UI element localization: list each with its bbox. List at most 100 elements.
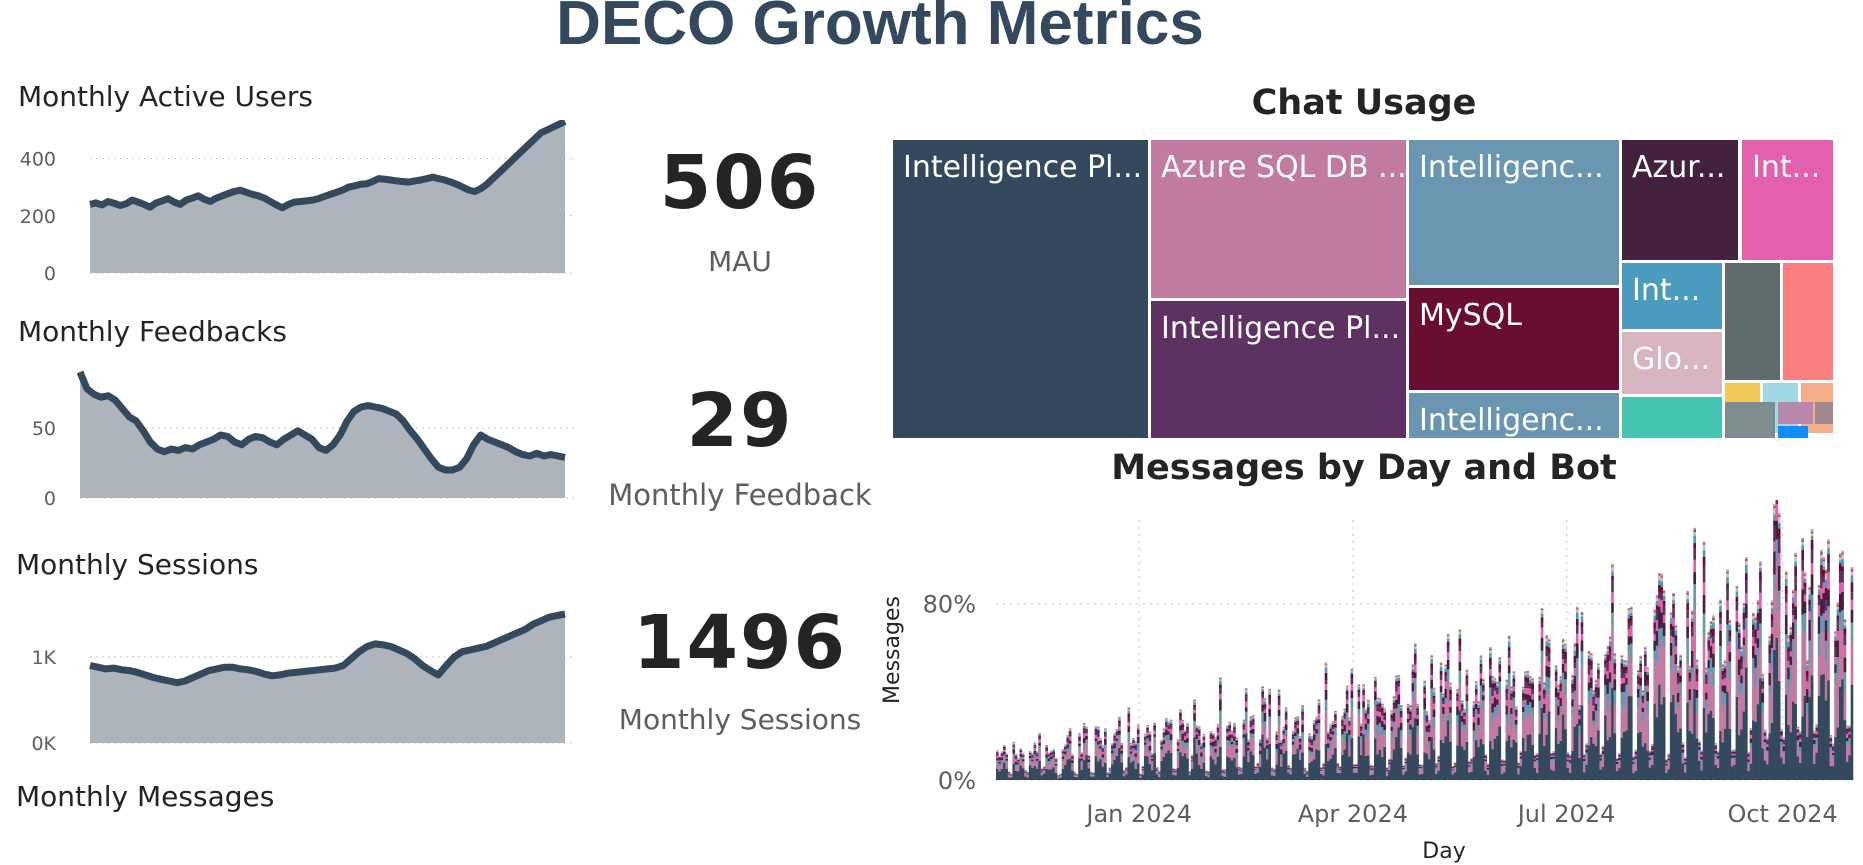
- bar-segment: [1528, 695, 1532, 703]
- bar-segment: [1261, 723, 1264, 735]
- bar-segment: [1263, 699, 1267, 700]
- bar-segment: [1667, 763, 1671, 770]
- treemap-tile[interactable]: Azur...: [1622, 140, 1738, 260]
- bar-segment: [1845, 726, 1849, 728]
- bar-segment: [1479, 657, 1483, 660]
- bar-segment: [1601, 766, 1605, 780]
- bar-segment: [1681, 749, 1685, 753]
- bar-segment: [1263, 709, 1267, 713]
- bar-segment: [1533, 755, 1537, 757]
- bar-segment: [1106, 773, 1109, 774]
- bar-segment: [1226, 727, 1229, 729]
- treemap-tile[interactable]: Azure SQL DB ...: [1151, 140, 1406, 298]
- bar-segment: [1622, 661, 1626, 662]
- treemap-tile[interactable]: Glo...: [1622, 332, 1722, 394]
- treemap-tile[interactable]: MySQL: [1409, 288, 1619, 390]
- treemap-tile-small[interactable]: [1783, 263, 1833, 380]
- bar-segment: [1301, 724, 1304, 733]
- bar-segment: [1524, 671, 1527, 673]
- bar-segment: [1003, 762, 1006, 780]
- bar-segment: [1817, 695, 1821, 780]
- bar-segment: [1193, 726, 1196, 738]
- bar-segment: [1510, 688, 1513, 691]
- bar-segment: [1233, 725, 1236, 728]
- bar-segment: [1705, 668, 1708, 670]
- bar-segment: [1068, 759, 1072, 780]
- bar-segment: [1700, 752, 1704, 754]
- bar-segment: [1359, 728, 1363, 731]
- bar-segment: [1651, 764, 1654, 780]
- bar-segment: [1726, 691, 1729, 780]
- bar-segment: [1744, 617, 1748, 631]
- treemap-tile[interactable]: Intelligence Pl...: [893, 140, 1148, 438]
- bar-segment: [1653, 611, 1657, 613]
- bar-segment: [1632, 765, 1635, 774]
- treemap-tile-small[interactable]: [1725, 402, 1775, 438]
- bar-segment: [1357, 685, 1361, 688]
- bar-segment: [1458, 629, 1462, 631]
- bar-segment: [1564, 663, 1567, 672]
- bar-segment: [1000, 754, 1004, 757]
- mau-kpi-label: MAU: [708, 245, 772, 278]
- bar-segment: [1690, 667, 1694, 680]
- bar-segment: [1449, 741, 1452, 780]
- bar-segment: [1284, 719, 1288, 725]
- treemap-tile-small[interactable]: [1778, 402, 1813, 424]
- bar-segment: [1585, 743, 1588, 745]
- bar-segment: [1329, 726, 1333, 729]
- bar-segment: [1075, 775, 1079, 778]
- bar-segment: [1707, 634, 1711, 637]
- bar-segment: [1141, 767, 1145, 769]
- bar-segment: [1590, 677, 1593, 689]
- treemap-tile[interactable]: Int...: [1622, 263, 1722, 329]
- bar-segment: [1653, 622, 1657, 629]
- bar-segment: [1099, 740, 1102, 743]
- bar-segment: [1566, 757, 1570, 760]
- bar-segment: [1214, 748, 1218, 753]
- bar-segment: [1719, 618, 1722, 625]
- bar-segment: [1582, 764, 1586, 773]
- bar-segment: [1493, 690, 1497, 698]
- bar-segment: [1444, 698, 1448, 704]
- treemap-tile[interactable]: Int...: [1742, 140, 1833, 260]
- bar-segment: [1298, 738, 1302, 742]
- bar-segment: [1193, 701, 1196, 705]
- bar-segment: [1611, 592, 1614, 603]
- bar-segment: [1477, 701, 1480, 703]
- bar-segment: [1120, 756, 1124, 763]
- bar-segment: [1435, 764, 1438, 766]
- bar-segment: [1688, 707, 1692, 732]
- bar-segment: [1780, 733, 1783, 736]
- bar-segment: [1362, 734, 1365, 780]
- treemap-tile[interactable]: Intelligenc...: [1409, 140, 1619, 285]
- treemap-tile-small[interactable]: [1725, 263, 1780, 380]
- bar-segment: [1228, 722, 1232, 724]
- bar-segment: [1735, 602, 1739, 611]
- treemap-tile-small[interactable]: [1778, 426, 1808, 438]
- bar-segment: [1167, 734, 1171, 741]
- bar-segment: [1749, 729, 1753, 731]
- bar-segment: [1458, 631, 1462, 635]
- bar-segment: [1712, 617, 1715, 621]
- bar-segment: [1702, 541, 1706, 544]
- feedback-title: Monthly Feedbacks: [18, 315, 287, 348]
- bar-segment: [1510, 686, 1513, 688]
- bar-segment: [1366, 718, 1370, 724]
- bar-segment: [1359, 740, 1363, 755]
- bar-segment: [1357, 696, 1361, 702]
- bar-segment: [1406, 752, 1410, 780]
- bar-segment: [1850, 592, 1854, 600]
- bar-segment: [1719, 646, 1722, 669]
- treemap-tile-small[interactable]: [1622, 397, 1722, 438]
- bar-segment: [1747, 764, 1750, 772]
- bar-segment: [1505, 700, 1509, 706]
- treemap-tile[interactable]: Intelligence Pl...: [1151, 301, 1406, 438]
- bar-segment: [1456, 688, 1459, 690]
- bar-segment: [1477, 713, 1480, 718]
- bar-segment: [1733, 755, 1736, 758]
- bar-segment: [1066, 738, 1070, 741]
- bar-segment: [1740, 669, 1743, 676]
- bar-segment: [998, 758, 1001, 761]
- treemap-tile[interactable]: Intelligenc...: [1409, 393, 1619, 438]
- treemap-tile-small[interactable]: [1815, 402, 1833, 424]
